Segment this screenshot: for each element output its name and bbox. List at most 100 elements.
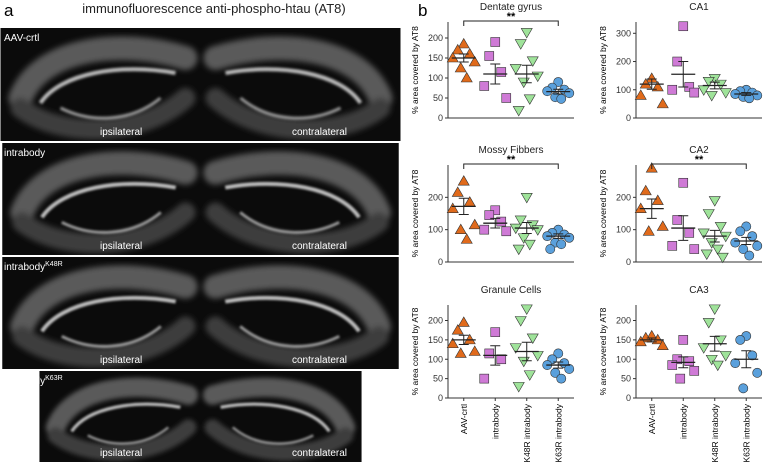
significance-bracket <box>463 20 559 26</box>
data-point <box>490 205 501 216</box>
data-point <box>454 223 467 234</box>
data-point <box>512 382 525 393</box>
data-point <box>700 249 713 261</box>
data-point <box>747 231 758 242</box>
data-point <box>714 335 727 346</box>
y-tick-label: 100 <box>616 85 631 95</box>
data-point <box>564 88 575 99</box>
data-point <box>556 93 567 104</box>
data-point <box>689 366 700 376</box>
data-point <box>520 304 533 315</box>
data-point <box>702 209 715 220</box>
y-tick-label: 50 <box>433 93 443 103</box>
data-point <box>702 318 715 329</box>
data-point <box>642 225 655 236</box>
side-label: contralateral <box>292 127 347 138</box>
data-point <box>553 77 564 87</box>
y-axis-label: % area covered by AT8 <box>410 307 420 395</box>
y-tick-label: 50 <box>433 374 443 384</box>
sem-bar <box>646 337 657 343</box>
sem-bar <box>521 341 532 362</box>
y-tick-label: 200 <box>428 316 443 326</box>
data-point <box>705 91 718 102</box>
sem-bar <box>458 197 469 215</box>
y-tick-label: 150 <box>616 335 631 345</box>
data-point <box>526 56 539 67</box>
y-tick-label: 100 <box>428 73 443 83</box>
data-point <box>667 360 678 370</box>
data-point <box>501 93 512 103</box>
data-point <box>697 228 710 239</box>
data-point <box>678 21 689 32</box>
data-point <box>730 237 741 248</box>
data-point <box>656 339 669 350</box>
significance-label: ** <box>507 11 516 23</box>
data-point <box>730 358 741 369</box>
data-point <box>747 350 758 361</box>
side-label: contralateral <box>292 241 347 252</box>
subplot: Mossy Fibbers % area covered by AT8 0 100 20… <box>410 145 575 267</box>
y-tick-label: 200 <box>428 33 443 43</box>
data-point <box>457 316 470 327</box>
data-point <box>564 364 575 374</box>
image-panel: intrabody ipsilateral contralateral <box>2 143 398 255</box>
side-label: ipsilateral <box>100 127 142 138</box>
data-point <box>509 223 522 235</box>
condition-sup: K48R <box>45 261 63 268</box>
subplot-title: CA2 <box>689 145 709 156</box>
data-point <box>697 343 710 354</box>
data-point <box>752 367 763 378</box>
sem-bar <box>741 236 752 246</box>
data-point <box>719 351 732 362</box>
data-point <box>556 239 567 250</box>
micrograph <box>2 143 398 255</box>
side-label: contralateral <box>292 448 347 459</box>
data-point <box>667 241 678 251</box>
sem-bar <box>553 233 564 239</box>
data-point <box>454 347 467 358</box>
sem-bar <box>709 81 720 90</box>
data-point <box>514 316 527 327</box>
side-label: ipsilateral <box>100 448 142 459</box>
subplot-title: Granule Cells <box>481 285 542 296</box>
x-tick-label: AAV-crtl <box>647 404 657 434</box>
sem-bar <box>458 53 469 63</box>
significance-bracket <box>651 163 747 169</box>
y-tick-label: 0 <box>626 113 631 123</box>
data-point <box>531 225 544 236</box>
data-point <box>463 47 476 59</box>
data-point <box>484 348 495 359</box>
y-axis-label: % area covered by AT8 <box>410 169 420 257</box>
data-point <box>675 373 686 384</box>
data-point <box>454 61 467 73</box>
condition-name: intrabody <box>4 148 45 159</box>
data-point <box>446 51 459 63</box>
image-panel: AAV-crtl ipsilateral contralateral <box>1 28 401 141</box>
sem-bar <box>521 64 532 84</box>
data-point <box>689 244 700 254</box>
data-point <box>526 333 539 345</box>
micrograph <box>1 28 401 141</box>
data-point <box>656 220 669 231</box>
condition-label: AAV-crtl <box>4 33 39 44</box>
data-point <box>672 215 683 225</box>
y-tick-label: 150 <box>428 335 443 345</box>
y-tick-label: 100 <box>428 354 443 364</box>
data-point <box>708 304 721 315</box>
y-tick-label: 0 <box>438 393 443 403</box>
y-axis-label: % area covered by AT8 <box>598 26 608 114</box>
data-point <box>451 43 464 55</box>
x-tick-label: K48R intrabody <box>710 403 720 462</box>
data-point <box>446 202 459 213</box>
panel-letter: a <box>4 1 14 20</box>
sem-bar <box>678 215 689 241</box>
data-point <box>752 240 763 251</box>
subplot: Granule Cells % area covered by AT8 0 50 100… <box>410 285 575 463</box>
subplot-title: CA3 <box>689 285 709 296</box>
sem-bar <box>678 356 689 369</box>
sem-bar <box>490 217 501 229</box>
significance-label: ** <box>507 154 516 166</box>
data-point <box>672 354 683 365</box>
subplot: CA2 % area covered by AT8 0 100 200 ** <box>598 145 763 267</box>
data-point <box>496 354 507 365</box>
